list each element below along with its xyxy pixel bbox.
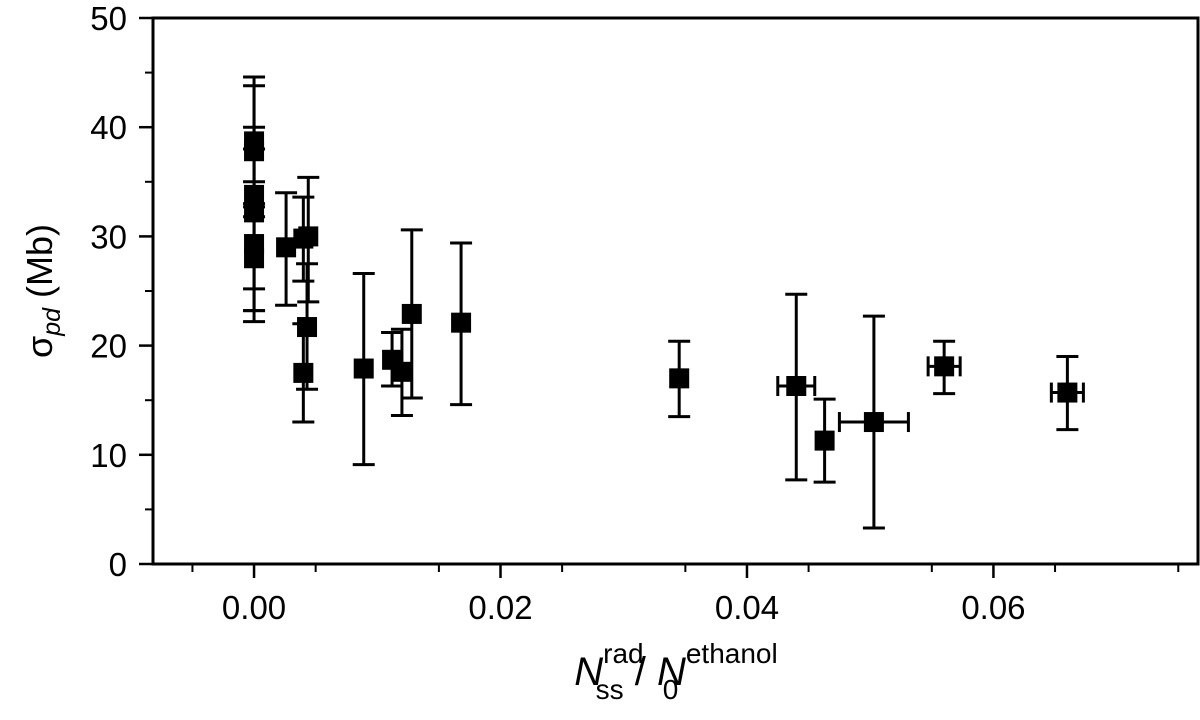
data-points xyxy=(243,75,1085,530)
square-marker xyxy=(391,361,412,382)
square-marker xyxy=(244,248,265,269)
y-axis-label: σpd (Mb) xyxy=(19,224,66,358)
y-tick-label: 50 xyxy=(90,0,127,37)
square-marker xyxy=(451,312,472,333)
data-point xyxy=(390,327,413,417)
square-marker xyxy=(353,358,374,379)
data-point xyxy=(837,314,910,530)
data-point xyxy=(275,191,298,307)
data-point xyxy=(450,241,473,407)
x-tick-label: 0.06 xyxy=(961,589,1025,626)
data-point xyxy=(243,202,266,313)
data-point xyxy=(1049,355,1085,432)
square-marker xyxy=(293,362,314,383)
x-axis-label: Nrad ss / Nethanol 0 xyxy=(574,638,777,705)
axis-ticks: 0.00 0.02 0.04 0.06 0 10 20 30 40 50 xyxy=(90,0,1180,626)
y-tick-label: 40 xyxy=(90,109,127,146)
square-marker xyxy=(863,412,884,433)
square-marker xyxy=(786,376,807,397)
data-point xyxy=(400,228,423,400)
square-marker xyxy=(669,368,690,389)
x-tick-label: 0.04 xyxy=(715,589,779,626)
data-point xyxy=(668,339,691,419)
y-tick-label: 30 xyxy=(90,218,127,255)
y-tick-label: 10 xyxy=(90,437,127,474)
square-marker xyxy=(1057,382,1078,403)
square-marker xyxy=(297,317,318,338)
square-marker xyxy=(276,237,297,258)
y-tick-label: 20 xyxy=(90,328,127,365)
square-marker xyxy=(934,356,955,377)
data-point xyxy=(776,292,817,482)
data-point xyxy=(813,397,836,484)
data-point xyxy=(926,339,962,396)
square-marker xyxy=(298,226,319,247)
y-tick-label: 0 xyxy=(109,546,127,583)
x-tick-label: 0.02 xyxy=(468,589,532,626)
square-marker xyxy=(401,303,422,324)
x-tick-label: 0.00 xyxy=(222,589,286,626)
data-point xyxy=(352,272,375,467)
square-marker xyxy=(814,430,835,451)
data-point xyxy=(292,322,315,424)
